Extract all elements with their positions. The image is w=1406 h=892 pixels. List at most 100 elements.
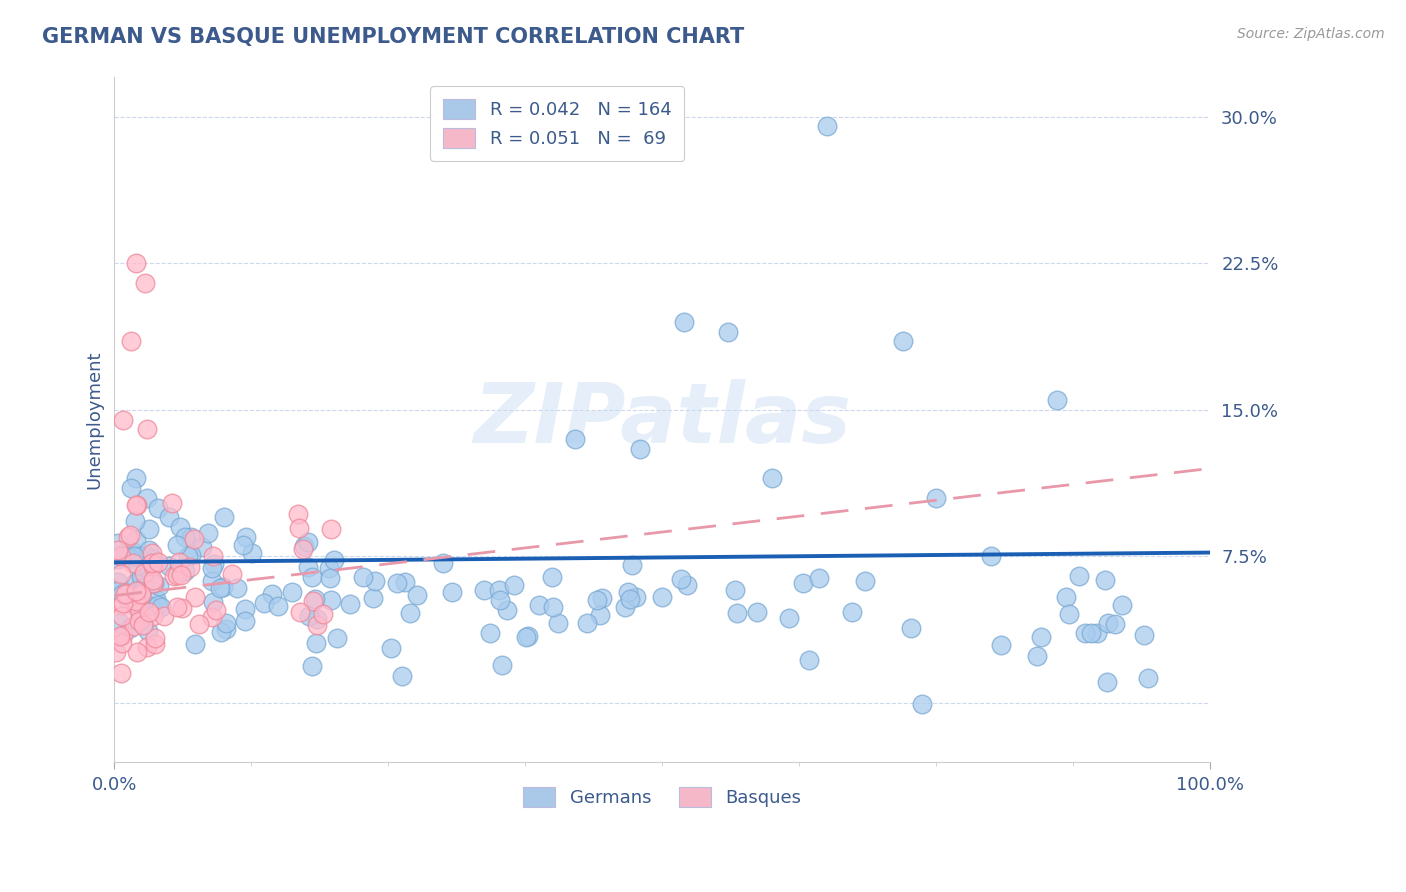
Point	[125, 498, 148, 512]
Point	[128, 615, 150, 629]
Point	[135, 640, 157, 654]
Point	[323, 553, 346, 567]
Point	[169, 520, 191, 534]
Point	[141, 546, 163, 560]
Point	[527, 598, 550, 612]
Point	[517, 629, 540, 643]
Point	[1026, 648, 1049, 663]
Point	[129, 608, 152, 623]
Point	[297, 535, 319, 549]
Point	[143, 631, 166, 645]
Point	[184, 591, 207, 605]
Point	[118, 596, 141, 610]
Point	[162, 496, 184, 510]
Point	[124, 597, 146, 611]
Point	[105, 645, 128, 659]
Point	[1054, 590, 1077, 604]
Point	[200, 561, 222, 575]
Point	[125, 584, 148, 599]
Point	[201, 549, 224, 563]
Point	[440, 585, 463, 599]
Point	[127, 558, 149, 572]
Point	[541, 600, 564, 615]
Point	[675, 578, 697, 592]
Point	[352, 570, 374, 584]
Point	[233, 614, 256, 628]
Text: GERMAN VS BASQUE UNEMPLOYMENT CORRELATION CHART: GERMAN VS BASQUE UNEMPLOYMENT CORRELATIO…	[42, 27, 744, 46]
Point	[380, 640, 402, 655]
Point	[173, 565, 195, 579]
Point	[120, 589, 142, 603]
Point	[305, 636, 328, 650]
Point	[107, 574, 129, 589]
Point	[139, 599, 162, 613]
Point	[620, 558, 643, 572]
Point	[301, 594, 323, 608]
Point	[1095, 674, 1118, 689]
Point	[117, 530, 139, 544]
Point	[183, 532, 205, 546]
Point	[166, 564, 188, 578]
Point	[747, 605, 769, 619]
Point	[191, 540, 214, 554]
Point	[253, 596, 276, 610]
Point	[339, 597, 361, 611]
Point	[136, 422, 159, 436]
Point	[910, 697, 932, 711]
Point	[120, 481, 142, 495]
Point	[853, 574, 876, 588]
Point	[215, 616, 238, 631]
Point	[669, 572, 692, 586]
Point	[124, 514, 146, 528]
Point	[208, 581, 231, 595]
Point	[112, 628, 135, 642]
Text: ZIPatlas: ZIPatlas	[474, 379, 851, 460]
Point	[398, 606, 420, 620]
Point	[124, 594, 146, 608]
Point	[841, 605, 863, 619]
Point	[281, 585, 304, 599]
Point	[201, 574, 224, 588]
Point	[205, 603, 228, 617]
Point	[129, 587, 152, 601]
Point	[122, 557, 145, 571]
Point	[290, 605, 312, 619]
Point	[673, 315, 696, 329]
Point	[157, 559, 180, 574]
Point	[212, 510, 235, 524]
Point	[235, 530, 257, 544]
Point	[111, 598, 134, 612]
Point	[547, 615, 569, 630]
Point	[491, 658, 513, 673]
Point	[799, 653, 821, 667]
Point	[146, 599, 169, 613]
Point	[1094, 573, 1116, 587]
Point	[111, 608, 134, 623]
Point	[143, 638, 166, 652]
Point	[134, 560, 156, 574]
Point	[125, 471, 148, 485]
Point	[110, 566, 132, 581]
Point	[1029, 630, 1052, 644]
Point	[142, 559, 165, 574]
Point	[591, 591, 613, 606]
Point	[1085, 626, 1108, 640]
Point	[488, 582, 510, 597]
Point	[891, 334, 914, 349]
Point	[114, 587, 136, 601]
Y-axis label: Unemployment: Unemployment	[86, 351, 103, 489]
Point	[240, 546, 263, 560]
Point	[163, 568, 186, 582]
Point	[117, 586, 139, 600]
Point	[221, 566, 243, 581]
Point	[1046, 392, 1069, 407]
Point	[202, 595, 225, 609]
Point	[136, 624, 159, 639]
Point	[166, 600, 188, 615]
Point	[541, 570, 564, 584]
Point	[1080, 625, 1102, 640]
Point	[131, 573, 153, 587]
Point	[124, 576, 146, 591]
Point	[472, 583, 495, 598]
Point	[1097, 615, 1119, 630]
